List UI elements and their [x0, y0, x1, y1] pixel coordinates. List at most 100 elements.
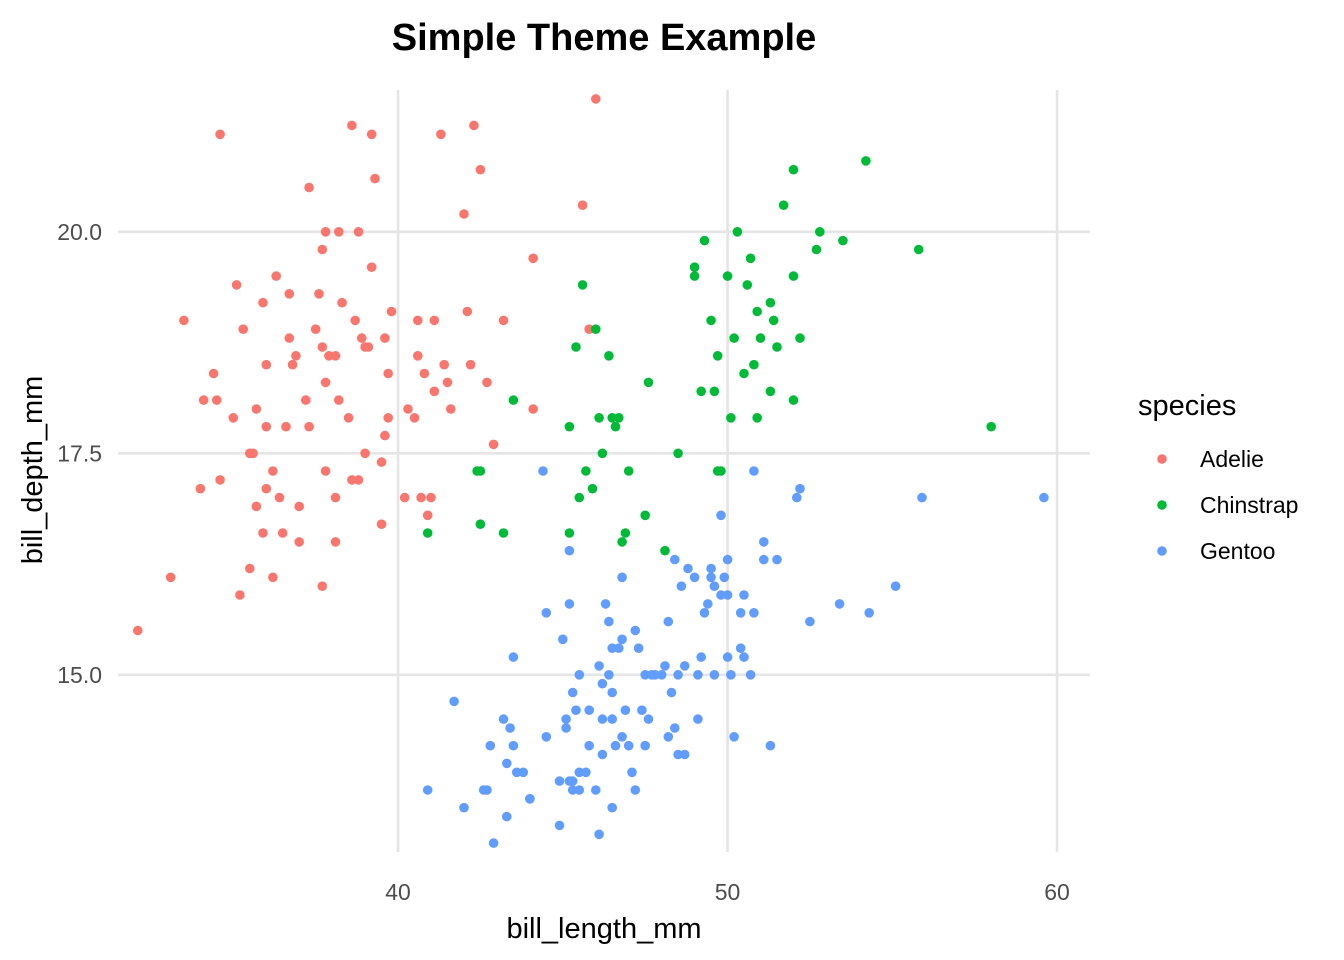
- data-point-adelie: [261, 421, 272, 432]
- data-point-adelie: [284, 333, 295, 343]
- data-point-adelie: [442, 377, 453, 388]
- data-point-adelie: [465, 359, 476, 370]
- data-point-adelie: [165, 572, 176, 583]
- data-point-adelie: [399, 492, 410, 503]
- data-point-adelie: [208, 368, 219, 379]
- data-point-gentoo: [508, 740, 519, 751]
- data-point-gentoo: [584, 705, 594, 715]
- data-point-gentoo: [594, 661, 604, 671]
- y-axis-title: bill_depth_mm: [17, 376, 49, 565]
- data-point-gentoo: [567, 785, 578, 795]
- data-point-gentoo: [719, 572, 730, 583]
- data-point-gentoo: [722, 590, 733, 600]
- data-point-adelie: [419, 368, 430, 379]
- data-point-chinstrap: [861, 156, 871, 166]
- data-point-chinstrap: [689, 271, 700, 281]
- data-point-gentoo: [729, 732, 739, 742]
- data-point-gentoo: [670, 554, 680, 565]
- data-point-gentoo: [703, 599, 713, 609]
- data-point-gentoo: [660, 661, 670, 671]
- data-point-gentoo: [614, 643, 624, 653]
- data-point-gentoo: [485, 740, 496, 751]
- data-point-gentoo: [617, 732, 627, 742]
- data-point-gentoo: [759, 554, 769, 565]
- data-point-adelie: [366, 262, 377, 273]
- data-point-adelie: [281, 421, 291, 432]
- data-point-gentoo: [643, 714, 654, 724]
- data-point-gentoo: [617, 634, 627, 645]
- data-point-adelie: [366, 129, 377, 140]
- data-point-gentoo: [917, 492, 927, 503]
- data-point-adelie: [284, 289, 295, 299]
- data-point-adelie: [528, 404, 538, 414]
- data-point-gentoo: [620, 705, 631, 715]
- data-point-gentoo: [749, 466, 759, 476]
- data-point-gentoo: [581, 767, 591, 778]
- data-point-chinstrap: [765, 297, 776, 308]
- data-point-chinstrap: [765, 386, 776, 397]
- data-point-chinstrap: [795, 333, 805, 343]
- data-point-adelie: [426, 492, 436, 503]
- data-point-adelie: [215, 475, 225, 485]
- data-point-adelie: [334, 227, 344, 237]
- data-point-gentoo: [488, 838, 499, 848]
- data-point-chinstrap: [620, 528, 631, 538]
- data-point-adelie: [301, 395, 311, 405]
- data-point-chinstrap: [643, 377, 654, 388]
- data-point-chinstrap: [597, 448, 608, 459]
- data-point-adelie: [277, 528, 288, 538]
- data-point-gentoo: [689, 572, 700, 583]
- data-point-adelie: [271, 271, 282, 281]
- data-point-adelie: [380, 430, 390, 441]
- data-point-gentoo: [745, 670, 756, 680]
- data-point-adelie: [330, 492, 341, 503]
- data-point-gentoo: [597, 714, 608, 724]
- data-point-gentoo: [567, 776, 578, 786]
- data-point-adelie: [268, 572, 278, 583]
- data-point-adelie: [462, 306, 473, 317]
- data-point-adelie: [429, 386, 440, 397]
- data-point-adelie: [347, 475, 357, 485]
- data-point-chinstrap: [564, 421, 575, 432]
- data-point-gentoo: [604, 616, 614, 627]
- data-point-gentoo: [571, 705, 581, 715]
- data-point-adelie: [386, 306, 397, 317]
- data-point-gentoo: [623, 740, 634, 751]
- data-point-gentoo: [640, 740, 650, 751]
- legend-label-gentoo: Gentoo: [1200, 538, 1275, 564]
- data-point-adelie: [370, 173, 380, 184]
- data-point-adelie: [320, 377, 331, 388]
- data-point-adelie: [291, 351, 301, 361]
- data-point-gentoo: [749, 608, 759, 618]
- data-point-gentoo: [597, 678, 608, 689]
- data-point-chinstrap: [752, 413, 762, 423]
- data-point-adelie: [459, 209, 469, 219]
- data-point-chinstrap: [742, 280, 753, 290]
- data-point-gentoo: [640, 670, 650, 680]
- data-point-adelie: [376, 519, 387, 529]
- data-point-adelie: [212, 395, 222, 405]
- x-axis-title: bill_length_mm: [506, 913, 701, 945]
- data-point-adelie: [360, 448, 370, 459]
- data-point-chinstrap: [986, 421, 996, 432]
- data-point-gentoo: [584, 740, 594, 751]
- data-point-gentoo: [561, 714, 571, 724]
- data-point-gentoo: [574, 767, 585, 778]
- data-point-chinstrap: [739, 368, 749, 379]
- data-point-gentoo: [739, 590, 749, 600]
- x-tick-label: 50: [715, 879, 741, 905]
- data-point-gentoo: [663, 732, 674, 742]
- data-point-gentoo: [561, 723, 571, 733]
- data-point-chinstrap: [722, 271, 733, 281]
- data-point-chinstrap: [577, 280, 588, 290]
- data-point-adelie: [469, 120, 479, 131]
- data-point-gentoo: [792, 492, 802, 503]
- data-point-adelie: [287, 359, 298, 370]
- data-point-chinstrap: [604, 351, 614, 361]
- data-point-adelie: [304, 421, 314, 432]
- data-point-adelie: [195, 483, 206, 494]
- data-point-gentoo: [716, 510, 726, 521]
- data-point-adelie: [251, 501, 262, 512]
- data-point-gentoo: [663, 616, 674, 627]
- data-point-gentoo: [541, 608, 552, 618]
